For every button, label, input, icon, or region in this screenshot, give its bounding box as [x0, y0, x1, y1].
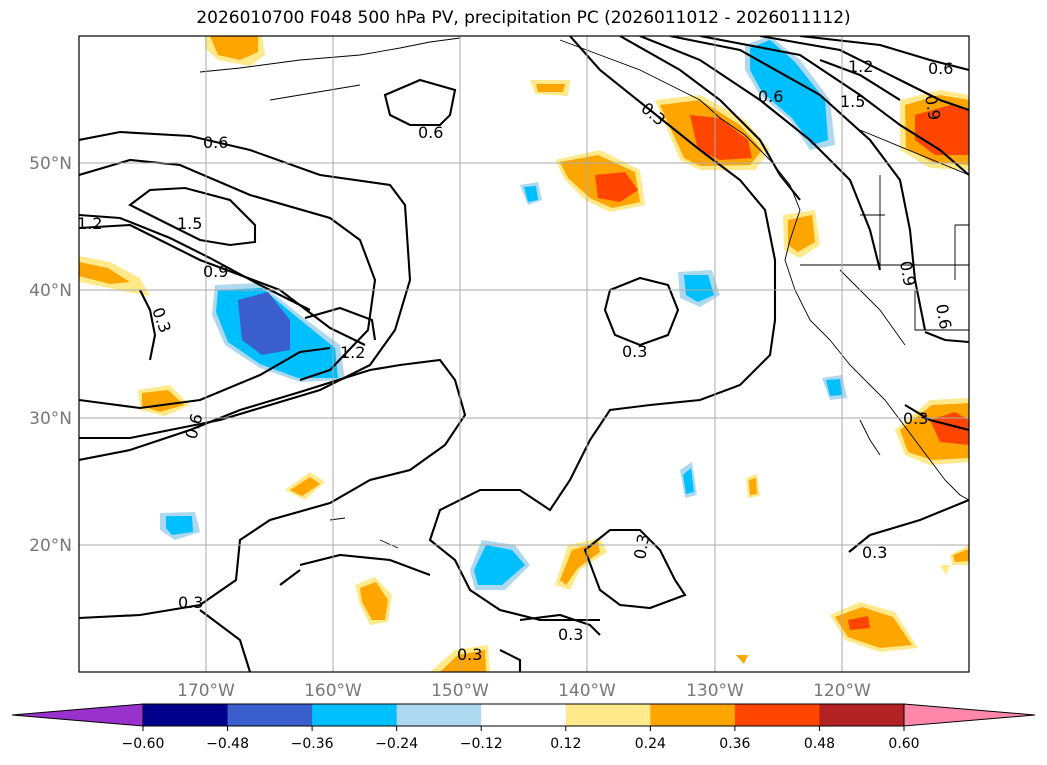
colorbar-tick-label: −0.60: [122, 736, 165, 752]
colorbar-tick-label: 0.24: [635, 736, 666, 752]
lon-tick-label: 170°W: [177, 681, 235, 701]
pv-label: 0.3: [622, 342, 647, 361]
pv-label: 0.9: [203, 262, 228, 281]
pv-contours: [79, 36, 969, 672]
pv-label: 0.3: [178, 593, 203, 612]
colorbar: −0.60 −0.48 −0.36 −0.24 −0.12 0.12 0.24 0.36 0.4…: [11, 703, 1036, 752]
colorbar-tick-label: 0.12: [550, 736, 581, 752]
colorbar-segment: [734, 704, 820, 726]
lon-tick-label: 130°W: [686, 681, 744, 701]
colorbar-tick-label: 0.36: [719, 736, 750, 752]
colorbar-tick-label: −0.24: [375, 736, 418, 752]
pv-label: 0.3: [630, 532, 653, 560]
lon-tick-label: 120°W: [813, 681, 871, 701]
colorbar-segment: [565, 704, 651, 726]
pv-label: 0.3: [862, 543, 887, 562]
pv-label: 0.6: [928, 59, 953, 78]
pv-label: 0.6: [932, 302, 955, 330]
colorbar-segment: [650, 704, 736, 726]
colorbar-tick-label: 0.48: [804, 736, 835, 752]
map-frame: [78, 35, 970, 673]
colorbar-segment: [227, 704, 313, 726]
coastlines: [199, 37, 969, 549]
pv-label: 1.2: [340, 343, 365, 362]
colorbar-tick-label: −0.48: [206, 736, 249, 752]
pv-label: 0.3: [903, 409, 928, 428]
colorbar-segment: [396, 704, 482, 726]
colorbar-segment: [312, 704, 398, 726]
map-background: [79, 36, 969, 672]
chart-title: 2026010700 F048 500 hPa PV, precipitatio…: [196, 8, 851, 28]
colorbar-segment: [819, 704, 905, 726]
colorbar-extend-min: [11, 703, 144, 727]
lat-tick-label: 20°N: [29, 536, 72, 556]
pv-label: 0.9: [921, 93, 944, 121]
colorbar-outline: [142, 703, 905, 727]
lon-tick-label: 150°W: [431, 681, 489, 701]
latitude-labels: 50°N 40°N 30°N 20°N: [29, 154, 72, 556]
precipitation-shading: [79, 36, 969, 672]
pv-label: 0.6: [418, 123, 443, 142]
gridlines: [79, 36, 969, 672]
longitude-labels: 170°W 160°W 150°W 140°W 130°W 120°W: [177, 681, 871, 701]
pv-label: 1.2: [848, 57, 873, 76]
colorbar-tick-label: −0.12: [460, 736, 503, 752]
pv-label: 0.3: [558, 625, 583, 644]
colorbar-segment: [481, 704, 567, 726]
pv-label: 1.2: [77, 214, 102, 233]
pv-label: 0.6: [203, 133, 228, 152]
lon-tick-label: 160°W: [304, 681, 362, 701]
pv-label: 0.6: [758, 87, 783, 106]
lat-tick-label: 40°N: [29, 281, 72, 301]
pv-label: 1.5: [177, 214, 202, 233]
colorbar-tick-label: 0.60: [888, 736, 919, 752]
pv-label: 0.9: [896, 259, 919, 287]
colorbar-segment: [143, 704, 229, 726]
colorbar-tick-label: −0.36: [291, 736, 334, 752]
lat-tick-label: 30°N: [29, 409, 72, 429]
pv-label: 0.3: [457, 645, 482, 664]
lon-tick-label: 140°W: [558, 681, 616, 701]
pv-label: 1.5: [840, 92, 865, 111]
lat-tick-label: 50°N: [29, 154, 72, 174]
colorbar-extend-max: [903, 703, 1036, 727]
